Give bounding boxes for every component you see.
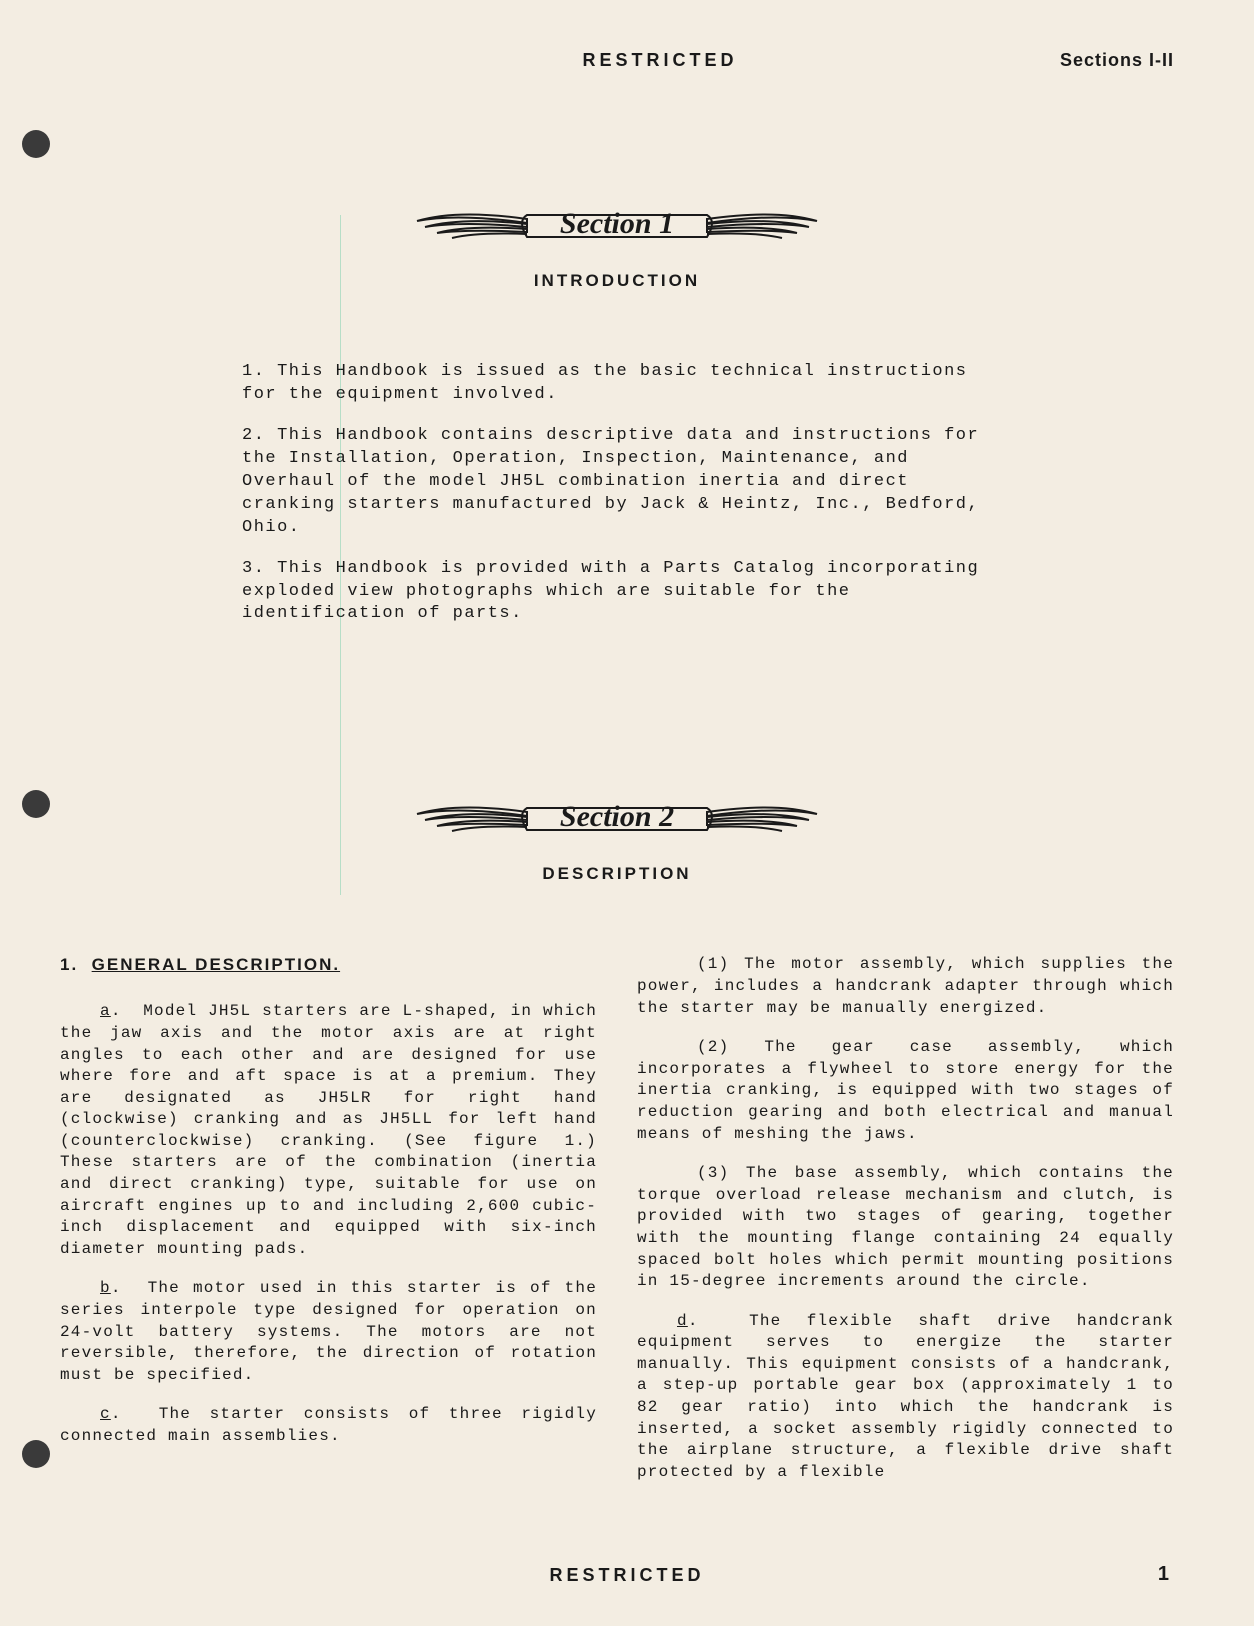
document-page: RESTRICTED Sections I-II Section 1 IN bbox=[0, 0, 1254, 1626]
punch-hole bbox=[22, 130, 50, 158]
section-1-banner: Section 1 bbox=[60, 191, 1174, 251]
page-number: 1 bbox=[1158, 1563, 1169, 1586]
intro-para-2: 2. This Handbook contains descriptive da… bbox=[242, 425, 992, 540]
wing-banner-icon: Section 2 bbox=[407, 784, 827, 844]
intro-para-1: 1. This Handbook is issued as the basic … bbox=[242, 361, 992, 407]
section-2-subtitle: DESCRIPTION bbox=[60, 864, 1174, 884]
right-column: (1) The motor assembly, which supplies t… bbox=[637, 954, 1174, 1501]
para-1: (1) The motor assembly, which supplies t… bbox=[637, 954, 1174, 1019]
classification-header: RESTRICTED bbox=[60, 50, 1060, 71]
punch-hole bbox=[22, 790, 50, 818]
introduction-text: 1. This Handbook is issued as the basic … bbox=[242, 361, 992, 626]
para-b: b. The motor used in this starter is of … bbox=[60, 1278, 597, 1386]
para-2: (2) The gear case assembly, which incorp… bbox=[637, 1037, 1174, 1145]
para-a: a. Model JH5L starters are L-shaped, in … bbox=[60, 1001, 597, 1260]
section-1-title: Section 1 bbox=[560, 207, 674, 240]
general-description-heading: 1. GENERAL DESCRIPTION. bbox=[60, 954, 597, 977]
section-2-title: Section 2 bbox=[560, 800, 674, 833]
section-label: Sections I-II bbox=[1060, 50, 1174, 71]
intro-para-3: 3. This Handbook is provided with a Part… bbox=[242, 558, 992, 627]
classification-footer: RESTRICTED bbox=[0, 1565, 1254, 1586]
page-header: RESTRICTED Sections I-II bbox=[60, 50, 1174, 71]
section-2-banner: Section 2 bbox=[60, 784, 1174, 844]
para-3: (3) The base assembly, which contains th… bbox=[637, 1163, 1174, 1293]
para-d: d. The flexible shaft drive handcrank eq… bbox=[637, 1311, 1174, 1484]
section-1-subtitle: INTRODUCTION bbox=[60, 271, 1174, 291]
punch-hole bbox=[22, 1440, 50, 1468]
left-column: 1. GENERAL DESCRIPTION. a. Model JH5L st… bbox=[60, 954, 597, 1501]
para-c: c. The starter consists of three rigidly… bbox=[60, 1404, 597, 1447]
description-columns: 1. GENERAL DESCRIPTION. a. Model JH5L st… bbox=[60, 954, 1174, 1501]
wing-banner-icon: Section 1 bbox=[407, 191, 827, 251]
